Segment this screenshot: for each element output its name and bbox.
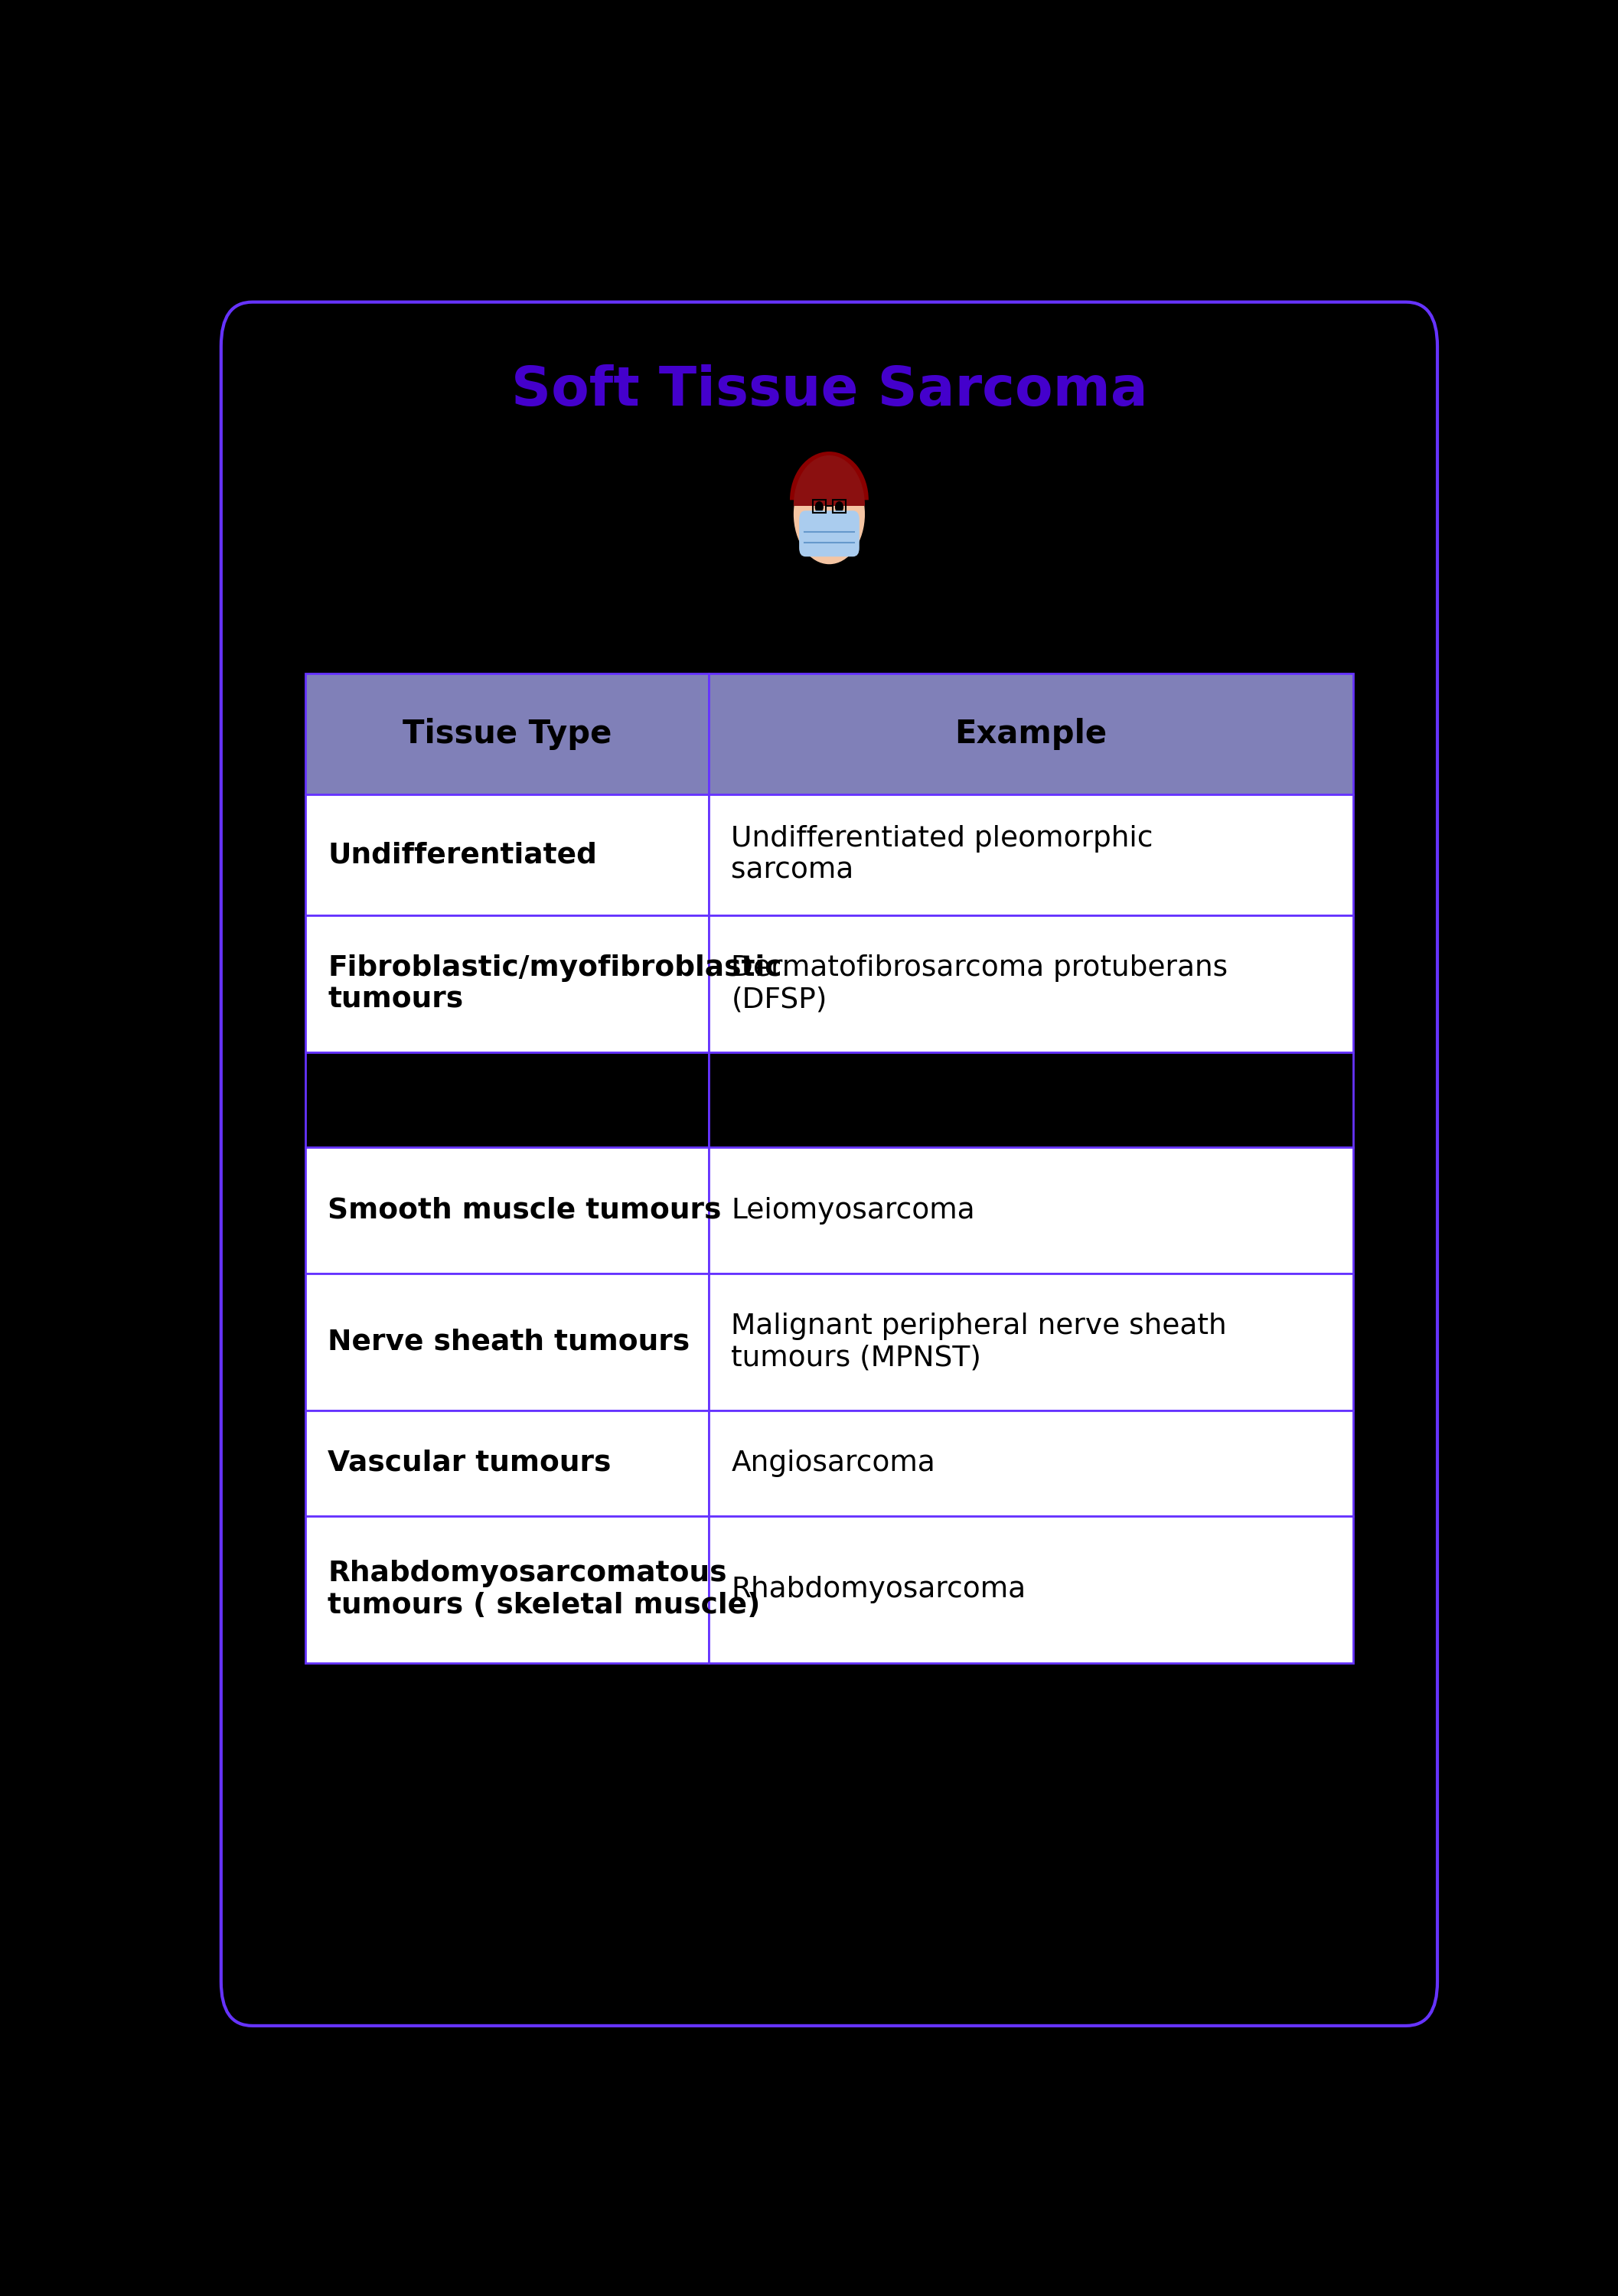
Text: Malignant peripheral nerve sheath
tumours (MPNST): Malignant peripheral nerve sheath tumour… bbox=[731, 1313, 1226, 1371]
Circle shape bbox=[794, 464, 864, 565]
FancyBboxPatch shape bbox=[799, 510, 859, 556]
Text: Undifferentiated pleomorphic
sarcoma: Undifferentiated pleomorphic sarcoma bbox=[731, 824, 1154, 884]
Text: Tissue Type: Tissue Type bbox=[403, 719, 612, 751]
Text: Fibroblastic/myofibroblastic
tumours: Fibroblastic/myofibroblastic tumours bbox=[327, 955, 781, 1015]
Circle shape bbox=[835, 503, 843, 512]
FancyBboxPatch shape bbox=[222, 303, 1437, 2025]
FancyBboxPatch shape bbox=[306, 673, 709, 794]
FancyBboxPatch shape bbox=[306, 794, 709, 916]
Text: Dermatofibrosarcoma protuberans
(DFSP): Dermatofibrosarcoma protuberans (DFSP) bbox=[731, 955, 1228, 1015]
FancyBboxPatch shape bbox=[709, 1052, 1353, 1148]
FancyBboxPatch shape bbox=[306, 1410, 709, 1515]
FancyBboxPatch shape bbox=[709, 916, 1353, 1052]
Text: Rhabdomyosarcoma: Rhabdomyosarcoma bbox=[731, 1575, 1026, 1603]
FancyBboxPatch shape bbox=[709, 1274, 1353, 1410]
Wedge shape bbox=[794, 457, 864, 505]
Text: Undifferentiated: Undifferentiated bbox=[327, 840, 597, 868]
FancyBboxPatch shape bbox=[306, 916, 709, 1052]
Text: Example: Example bbox=[955, 719, 1107, 751]
FancyBboxPatch shape bbox=[709, 673, 1353, 794]
FancyBboxPatch shape bbox=[306, 1274, 709, 1410]
FancyBboxPatch shape bbox=[709, 1515, 1353, 1662]
Text: Leiomyosarcoma: Leiomyosarcoma bbox=[731, 1196, 976, 1224]
FancyBboxPatch shape bbox=[306, 1515, 709, 1662]
Text: Vascular tumours: Vascular tumours bbox=[327, 1449, 612, 1476]
FancyBboxPatch shape bbox=[306, 1052, 709, 1148]
FancyBboxPatch shape bbox=[709, 1410, 1353, 1515]
FancyBboxPatch shape bbox=[709, 1148, 1353, 1274]
Text: Angiosarcoma: Angiosarcoma bbox=[731, 1449, 935, 1476]
Text: Smooth muscle tumours: Smooth muscle tumours bbox=[327, 1196, 722, 1224]
Text: Nerve sheath tumours: Nerve sheath tumours bbox=[327, 1329, 689, 1357]
Text: Soft Tissue Sarcoma: Soft Tissue Sarcoma bbox=[511, 365, 1147, 418]
Circle shape bbox=[815, 503, 824, 512]
FancyBboxPatch shape bbox=[709, 794, 1353, 916]
FancyBboxPatch shape bbox=[306, 1148, 709, 1274]
Text: Rhabdomyosarcomatous
tumours ( skeletal muscle): Rhabdomyosarcomatous tumours ( skeletal … bbox=[327, 1559, 760, 1619]
